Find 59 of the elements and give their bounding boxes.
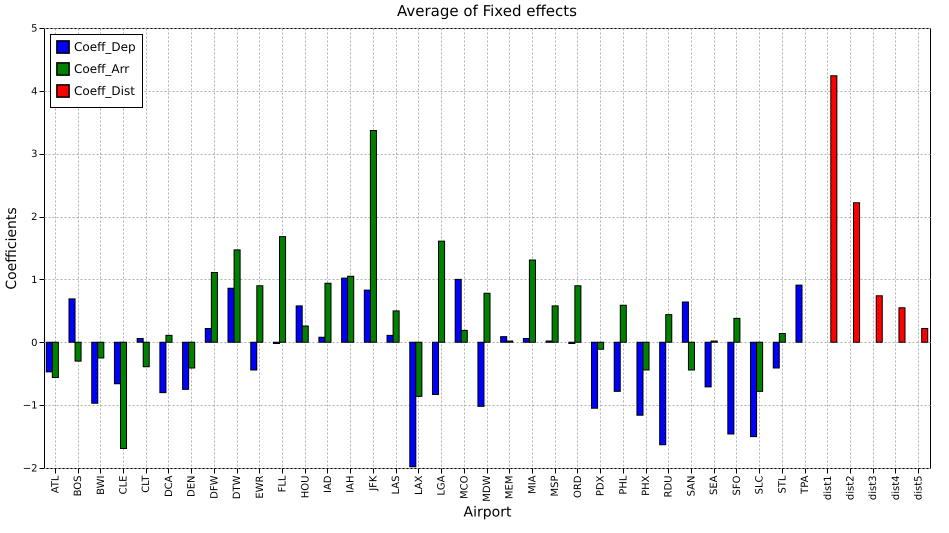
x-tick-label: PDX bbox=[596, 475, 607, 496]
x-tick-label: MDW bbox=[482, 475, 493, 502]
legend-label: Coeff_Arr bbox=[74, 62, 130, 76]
x-tick-label: DCA bbox=[164, 475, 175, 498]
x-tick-label: dist3 bbox=[868, 476, 880, 500]
x-tick-label: LGA bbox=[436, 475, 448, 496]
x-tick-label: LAS bbox=[391, 476, 402, 494]
y-tick-label: 0 bbox=[31, 338, 38, 349]
x-tick-label: ATL bbox=[50, 475, 62, 494]
bar bbox=[795, 284, 803, 343]
x-tick-label: RDU bbox=[664, 476, 675, 498]
x-tick-label: dist1 bbox=[822, 476, 834, 500]
x-tick-label: BOS bbox=[73, 476, 84, 496]
x-tick-label: ORD bbox=[572, 475, 584, 498]
bar bbox=[853, 202, 860, 343]
bar bbox=[830, 75, 838, 343]
x-tick-label: IAD bbox=[322, 475, 334, 493]
y-axis-title: Coefficients bbox=[4, 207, 20, 290]
bar bbox=[898, 307, 906, 343]
x-tick-label: JFK bbox=[368, 475, 380, 492]
y-tick-label: 5 bbox=[31, 24, 38, 34]
x-tick-label: HOU bbox=[300, 476, 312, 498]
x-tick-label: dist5 bbox=[914, 476, 925, 500]
bar bbox=[876, 295, 883, 343]
bar bbox=[921, 328, 928, 343]
y-tick-label: 3 bbox=[31, 149, 38, 160]
x-tick-label: SAN bbox=[686, 476, 698, 496]
x-tick-label: SEA bbox=[709, 475, 720, 496]
x-tick-label: DTW bbox=[232, 475, 244, 500]
x-axis-title: Airport bbox=[464, 504, 512, 521]
y-tick-label: −2 bbox=[22, 464, 38, 474]
x-tick-label: IAH bbox=[346, 476, 357, 493]
y-tick-label: 1 bbox=[31, 274, 38, 286]
x-tick-label: EWR bbox=[254, 475, 266, 499]
x-tick-label: LAX bbox=[414, 475, 425, 495]
legend-label: Coeff_Dep bbox=[74, 40, 136, 54]
x-tick-label: MEM bbox=[504, 476, 516, 500]
x-tick-label: MCO bbox=[459, 475, 470, 499]
x-tick-label: CLT bbox=[141, 474, 152, 493]
y-tick-label: 4 bbox=[31, 86, 38, 98]
x-tick-label: SFO bbox=[732, 475, 743, 496]
x-tick-label: BWI bbox=[96, 476, 107, 495]
x-tick-label: dist2 bbox=[845, 476, 856, 500]
x-tick-label: DFW bbox=[209, 475, 220, 499]
x-tick-label: dist4 bbox=[890, 476, 902, 500]
x-tick-label: MIA bbox=[527, 475, 538, 494]
legend-label: Coeff_Dist bbox=[74, 84, 136, 98]
x-tick-label: MSP bbox=[550, 476, 562, 497]
x-tick-label: PHX bbox=[641, 475, 652, 496]
x-tick-label: SLC bbox=[754, 475, 766, 494]
x-tick-label: CLE bbox=[118, 476, 130, 494]
y-tick-label: −1 bbox=[22, 400, 38, 412]
y-tick-label: 2 bbox=[31, 212, 38, 224]
x-tick-label: FLL bbox=[278, 475, 289, 492]
x-tick-label: STL bbox=[777, 475, 788, 494]
chart-title: Average of Fixed effects bbox=[397, 2, 578, 20]
x-tick-label: TPA bbox=[800, 475, 812, 495]
x-tick-label: DEN bbox=[186, 476, 198, 497]
x-tick-label: PHL bbox=[618, 475, 630, 495]
